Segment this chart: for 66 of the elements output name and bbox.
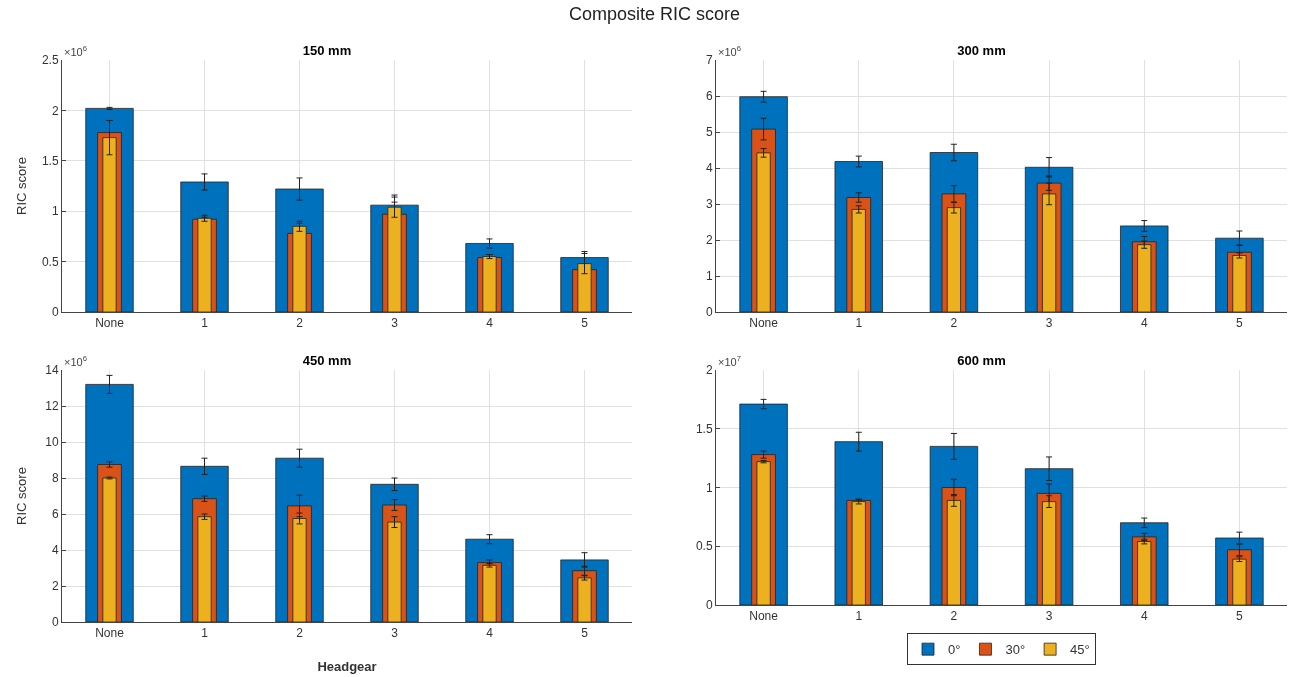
text: Composite RIC score — [567, 4, 742, 25]
y-tick-label: 2 — [705, 233, 713, 248]
y-tick-label: 2 — [51, 103, 59, 118]
y-tick-label: 0 — [705, 305, 713, 320]
y-tick-label: 2 — [705, 363, 713, 378]
x-tick-label: 1 — [855, 316, 863, 331]
y-tick-label: 3 — [705, 197, 713, 212]
x-tick-label: 4 — [1140, 316, 1148, 331]
x-tick-label: None — [749, 609, 779, 624]
y-tick-label: 5 — [705, 125, 713, 140]
x-tick-label: 1 — [855, 609, 863, 624]
x-tick-label: 5 — [581, 626, 589, 641]
y-tick-label: 4 — [705, 161, 713, 176]
y-tick-label: 8 — [51, 471, 59, 486]
x-tick-label: 3 — [391, 626, 399, 641]
x-tick-label: 4 — [486, 316, 494, 331]
y-tick-label: 0 — [51, 305, 59, 320]
y-tick-label: 14 — [45, 363, 59, 378]
chart-title: 300 mm — [957, 42, 1006, 58]
x-tick-label: 1 — [201, 316, 209, 331]
y-tick-label: 7 — [705, 53, 713, 68]
legend-label: 0° — [948, 642, 961, 658]
chart-title: 150 mm — [302, 42, 352, 58]
x-tick-label: None — [95, 316, 125, 331]
text: ×10$^{6}$ — [64, 44, 87, 58]
x-tick-label: 1 — [201, 626, 209, 641]
x-tick-label: 3 — [1045, 609, 1053, 624]
x-tick-label: 4 — [1140, 609, 1148, 624]
y-tick-label: 0 — [51, 615, 59, 630]
y-tick-label: 1.5 — [41, 154, 59, 168]
x-tick-label: None — [749, 316, 779, 331]
x-tick-label: 2 — [950, 316, 958, 331]
y-tick-label: 2 — [51, 579, 59, 594]
x-tick-label: 3 — [1045, 316, 1053, 331]
x-tick-label: 5 — [581, 316, 589, 331]
chart-title: 600 mm — [957, 352, 1006, 368]
y-tick-label: 1 — [51, 204, 59, 219]
y-tick-label: 12 — [45, 399, 59, 414]
text: ×10$^{6}$ — [718, 44, 741, 58]
chart-title: 450 mm — [302, 352, 352, 368]
text: ×10$^{7}$ — [718, 354, 741, 368]
y-tick-label: 10 — [45, 435, 59, 450]
x-tick-label: 5 — [1236, 316, 1244, 331]
legend-label: 30° — [1005, 642, 1026, 658]
y-tick-label: 2.5 — [41, 53, 59, 68]
x-tick-label: 3 — [391, 316, 399, 331]
x-tick-label: 2 — [296, 626, 304, 641]
x-axis-title: Headgear — [317, 659, 377, 674]
x-tick-label: 4 — [486, 626, 494, 641]
legend-label: 45° — [1070, 642, 1090, 658]
y-axis-title: RIC score — [14, 467, 29, 525]
x-tick-label: 2 — [296, 316, 304, 331]
y-tick-label: 1 — [705, 480, 713, 495]
y-tick-label: 0.5 — [41, 254, 59, 269]
text: ×10$^{6}$ — [64, 354, 87, 368]
x-tick-label: None — [95, 626, 125, 641]
y-tick-label: 0.5 — [695, 539, 713, 554]
y-tick-label: 4 — [51, 543, 59, 558]
y-tick-label: 6 — [705, 89, 713, 104]
y-tick-label: 6 — [51, 507, 59, 522]
y-axis-title: RIC score — [14, 157, 29, 215]
x-tick-label: 5 — [1236, 609, 1244, 624]
y-tick-label: 1 — [705, 269, 713, 284]
y-tick-label: 1.5 — [695, 421, 713, 436]
y-tick-label: 0 — [705, 598, 713, 613]
x-tick-label: 2 — [950, 609, 958, 624]
